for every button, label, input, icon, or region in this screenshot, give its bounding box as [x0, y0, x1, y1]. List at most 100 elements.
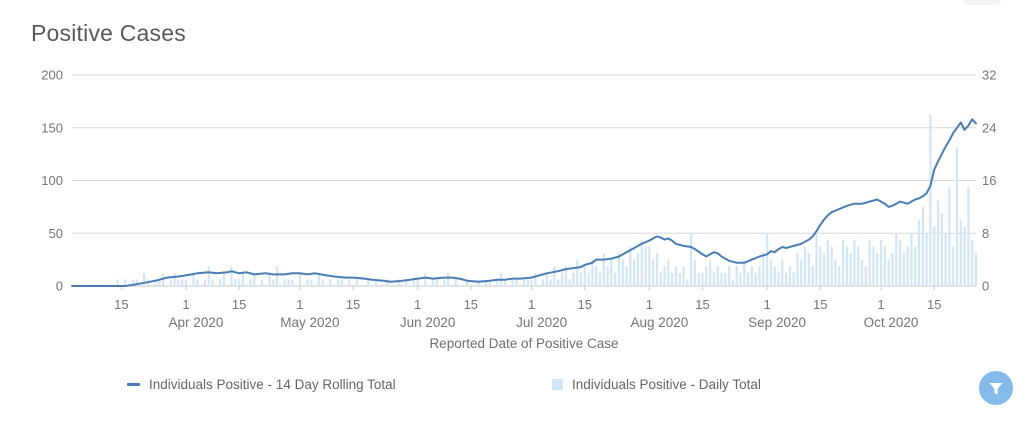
daily-total-bar	[560, 272, 564, 286]
daily-total-bar	[321, 279, 324, 286]
daily-total-bar	[693, 259, 697, 286]
daily-total-bar	[925, 233, 928, 286]
daily-total-bar	[876, 253, 879, 286]
daily-total-bar	[921, 206, 924, 286]
daily-total-bar	[276, 266, 279, 286]
x-month-label: Jul 2020	[516, 315, 567, 330]
daily-total-bar	[762, 253, 765, 286]
filter-button[interactable]	[979, 371, 1013, 405]
daily-total-bar	[883, 246, 886, 286]
right-axis-tick-label: 24	[982, 120, 996, 135]
daily-total-bar	[891, 253, 894, 286]
daily-total-bar	[834, 259, 837, 286]
daily-total-bar	[181, 279, 184, 286]
daily-total-bar	[747, 272, 750, 286]
x-month-label: May 2020	[280, 315, 339, 330]
x-month-label: Apr 2020	[169, 315, 224, 330]
daily-total-bar	[803, 246, 807, 286]
daily-total-bar	[412, 279, 415, 286]
daily-total-bar	[576, 259, 579, 286]
daily-total-bar	[849, 253, 852, 286]
chart-canvas: 0 0 50 8 100 16 150 24 200 32 15 1 Apr 2020 15 1 May 20…	[41, 68, 996, 331]
daily-total-bar	[933, 226, 936, 286]
daily-total-bar	[671, 272, 674, 286]
x-month-label: Oct 2020	[864, 315, 919, 330]
daily-total-bar	[830, 246, 833, 286]
daily-total-bar	[511, 279, 514, 286]
daily-total-bar	[230, 266, 233, 286]
daily-total-bar	[792, 272, 795, 286]
daily-total-bar	[800, 259, 803, 286]
daily-total-bar	[663, 266, 666, 286]
x-month-label: Jun 2020	[400, 315, 456, 330]
daily-total-bar	[587, 272, 590, 286]
x-tick-label: 15	[927, 297, 941, 312]
daily-total-bar	[177, 279, 180, 286]
x-tick-label: 1	[296, 297, 303, 312]
daily-total-bar	[838, 266, 841, 286]
daily-total-bar	[534, 272, 537, 286]
daily-total-bar	[948, 187, 951, 286]
daily-total-bar	[241, 272, 245, 286]
daily-total-bar	[367, 279, 370, 286]
daily-total-bar	[773, 266, 776, 286]
x-tick-label: 1	[414, 297, 421, 312]
daily-total-bar	[249, 279, 252, 286]
daily-total-bar	[291, 279, 294, 286]
daily-total-bar	[329, 279, 332, 286]
daily-total-bar	[488, 279, 491, 286]
daily-total-bar	[260, 279, 264, 286]
daily-total-bar	[971, 239, 974, 286]
x-tick-label: 1	[182, 297, 189, 312]
daily-total-bar	[545, 272, 548, 286]
daily-total-bar	[272, 279, 275, 286]
left-axis-tick-label: 200	[41, 68, 63, 83]
daily-total-bar	[124, 279, 127, 286]
x-tick-label: 15	[346, 297, 360, 312]
daily-total-bar	[374, 279, 377, 286]
daily-total-bar	[625, 266, 628, 286]
daily-total-bar	[807, 253, 810, 286]
daily-total-bar	[796, 253, 799, 286]
daily-total-bar	[963, 226, 966, 286]
daily-total-bar	[583, 266, 586, 286]
daily-total-bar	[769, 259, 772, 286]
daily-total-bar	[887, 259, 890, 286]
chart-legend: Individuals Positive - 14 Day Rolling To…	[0, 377, 1022, 397]
daily-total-bar	[614, 272, 617, 286]
daily-total-bar	[784, 272, 788, 286]
daily-total-bar	[701, 272, 704, 286]
daily-total-bar	[777, 272, 780, 286]
daily-total-bar	[940, 213, 943, 286]
daily-total-bar	[454, 279, 457, 286]
daily-total-bar	[522, 279, 526, 286]
funnel-icon	[979, 371, 1013, 405]
daily-total-bar	[633, 259, 636, 286]
daily-total-bar	[636, 253, 640, 286]
daily-total-bar	[169, 279, 172, 286]
x-tick-label: 1	[646, 297, 653, 312]
x-tick-label: 15	[813, 297, 827, 312]
daily-total-bar	[765, 233, 769, 286]
daily-total-bar	[678, 272, 681, 286]
daily-total-bar	[238, 279, 241, 286]
daily-total-bar	[340, 279, 343, 286]
daily-total-bar	[910, 233, 913, 286]
daily-total-bar	[416, 279, 419, 286]
daily-total-bar	[465, 279, 469, 286]
x-axis-title: Reported Date of Positive Case	[429, 336, 619, 351]
daily-total-bar	[853, 239, 856, 286]
daily-total-bar	[287, 279, 290, 286]
daily-total-bar	[872, 246, 875, 286]
daily-total-bar	[184, 279, 188, 286]
page-title: Positive Cases	[31, 20, 186, 46]
right-axis-tick-label: 8	[982, 226, 989, 241]
daily-total-bar	[219, 279, 222, 286]
daily-total-bar	[709, 259, 712, 286]
daily-total-bar	[424, 272, 427, 286]
daily-total-bar	[724, 272, 727, 286]
x-tick-label: 15	[232, 297, 246, 312]
daily-total-bar	[443, 279, 446, 286]
daily-total-bar	[841, 239, 845, 286]
daily-total-bar	[211, 279, 214, 286]
